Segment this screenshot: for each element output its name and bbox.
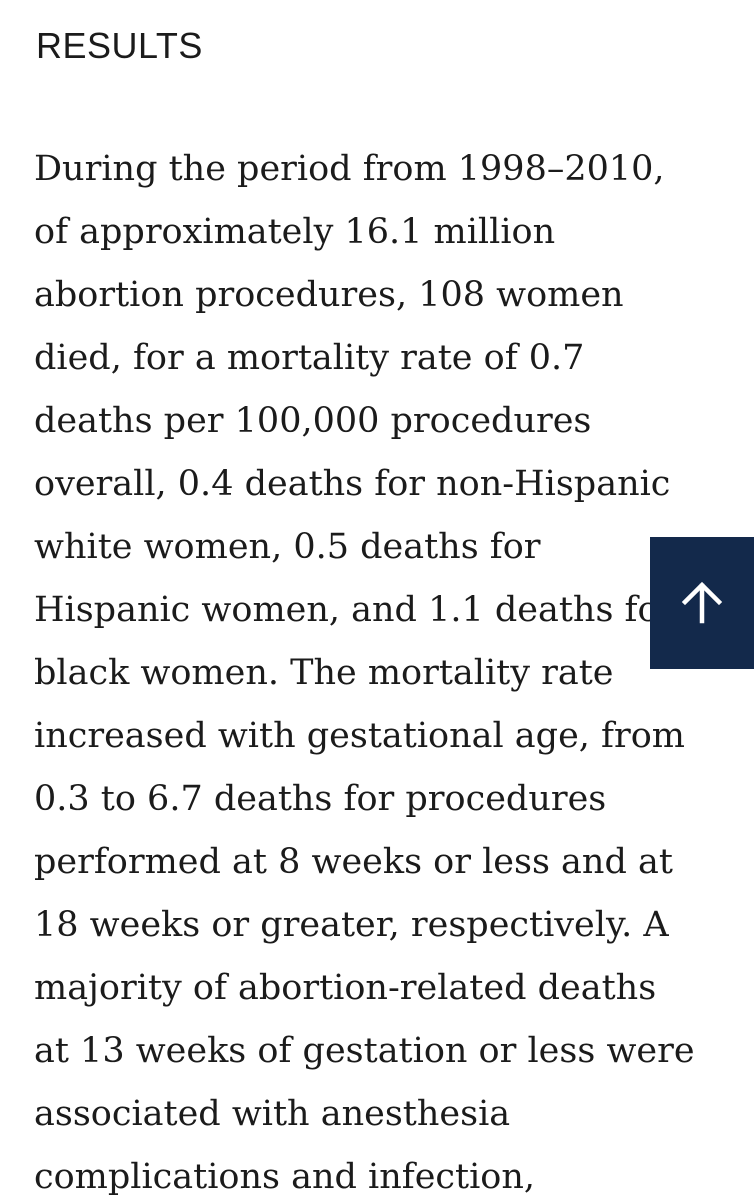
paragraph-line: During the period from 1998–2010, [34, 149, 665, 189]
paragraph-line: performed at 8 weeks or less and at [34, 842, 673, 882]
paragraph-line: 18 weeks or greater, respectively. A [34, 905, 669, 945]
paragraph-line: died, for a mortality rate of 0.7 [34, 338, 585, 378]
arrow-up-icon [681, 581, 723, 624]
paragraph-line: increased with gestational age, from [34, 716, 685, 756]
paragraph-line: overall, 0.4 deaths for non-Hispanic [34, 464, 671, 504]
paragraph-line: at 13 weeks of gestation or less were [34, 1031, 695, 1071]
paragraph-line: abortion procedures, 108 women [34, 275, 624, 315]
section-heading: RESULTS [36, 25, 203, 66]
back-to-top-button[interactable] [650, 537, 754, 669]
paragraph-line: associated with anesthesia [34, 1094, 511, 1134]
paragraph-line: complications and infection, [34, 1157, 536, 1197]
paragraph-line: white women, 0.5 deaths for [34, 527, 541, 567]
paragraph-line: majority of abortion-related deaths [34, 968, 657, 1008]
paragraph-line: of approximately 16.1 million [34, 212, 556, 252]
paragraph-line: Hispanic women, and 1.1 deaths for [34, 590, 676, 630]
results-paragraph: During the period from 1998–2010, of app… [34, 138, 724, 1200]
paragraph-line: deaths per 100,000 procedures [34, 401, 592, 441]
paragraph-line: 0.3 to 6.7 deaths for procedures [34, 779, 607, 819]
paragraph-line: black women. The mortality rate [34, 653, 614, 693]
